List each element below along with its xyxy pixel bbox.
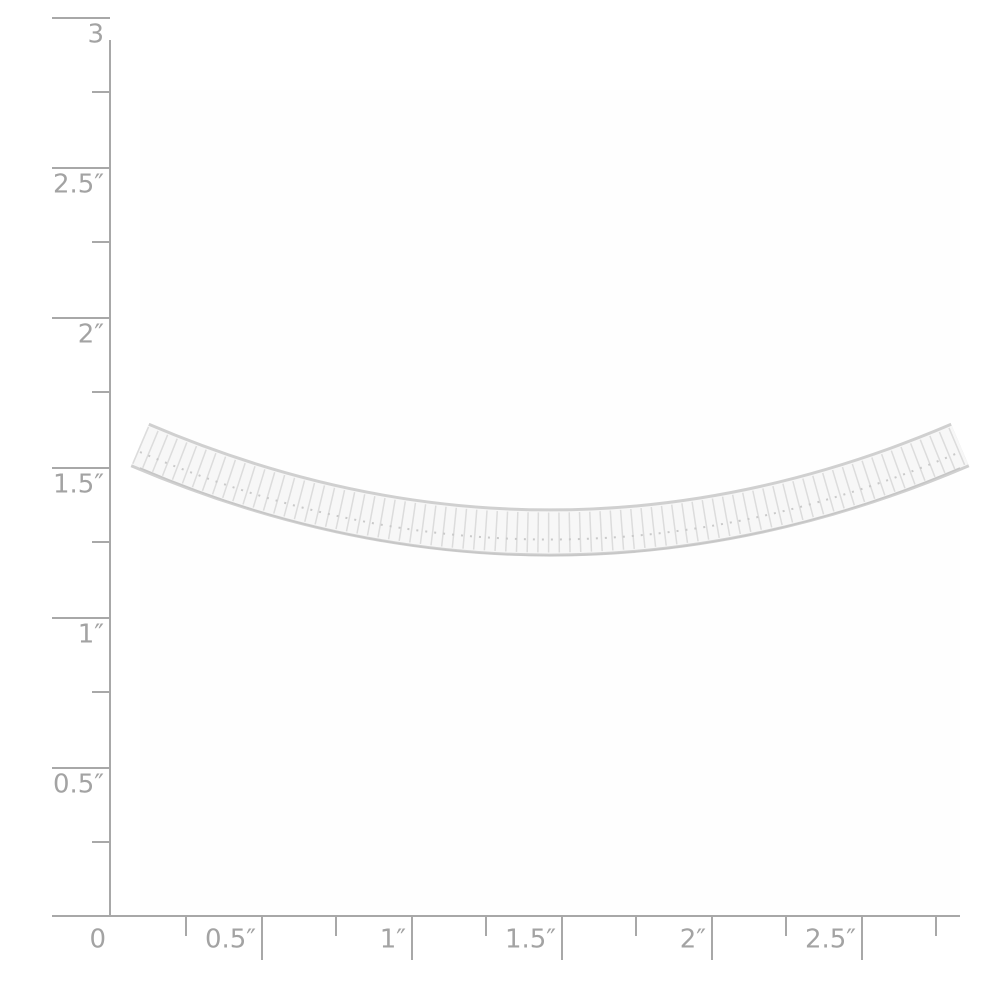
horizontal-label: 0.5″ (205, 925, 256, 955)
vertical-label: 1.5″ (53, 470, 104, 500)
vertical-ticks: 3 2.5″ 2″ 1.5″ 1″ 0.5″ (52, 17, 110, 843)
horizontal-label: 2.5″ (805, 925, 856, 955)
vertical-label: 3 (87, 20, 104, 50)
horizontal-ticks: 0 0.5″ 1″ 1.5″ 2″ 2.5″ (89, 916, 937, 960)
horizontal-label: 1″ (380, 925, 407, 955)
omega-necklace (130, 422, 970, 557)
horizontal-label: 0 (89, 925, 106, 955)
vertical-label: 2″ (78, 320, 105, 350)
vertical-label: 0.5″ (53, 770, 104, 800)
horizontal-label: 1.5″ (505, 925, 556, 955)
vertical-label: 2.5″ (53, 170, 104, 200)
horizontal-label: 2″ (680, 925, 707, 955)
vertical-label: 1″ (78, 620, 105, 650)
